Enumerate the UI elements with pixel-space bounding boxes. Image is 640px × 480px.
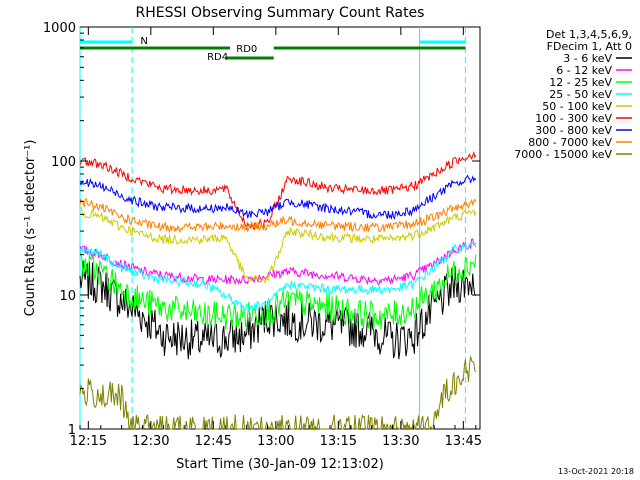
- x-tick-label: 12:30: [132, 434, 169, 449]
- legend-label: 7000 - 15000 keV: [514, 148, 612, 161]
- chart-title: RHESSI Observing Summary Count Rates: [136, 5, 425, 21]
- y-tick-label: 10: [59, 289, 76, 304]
- y-tick-label: 1: [68, 423, 76, 438]
- timestamp: 13-Oct-2021 20:18: [558, 467, 634, 476]
- annotation-label-rd0: RD0: [236, 44, 257, 55]
- x-axis-label: Start Time (30-Jan-09 12:13:02): [176, 457, 384, 472]
- y-tick-label: 100: [51, 155, 76, 170]
- legend-label: 6 - 12 keV: [556, 64, 612, 77]
- axes-layer: 12:15 12:30 12:45 13:00 13:15 13:30 13:45 1 10 10…: [43, 21, 482, 449]
- legend-label: 100 - 300 keV: [535, 112, 612, 125]
- legend: Det 1,3,4,5,6,9,FDecim 1, Att 03 - 6 keV…: [514, 28, 632, 161]
- legend-label: 25 - 50 keV: [549, 88, 612, 101]
- legend-label: 300 - 800 keV: [535, 124, 612, 137]
- series-line-4: [79, 206, 477, 284]
- y-tick-label: 1000: [43, 21, 76, 36]
- series-line-8: [79, 356, 477, 431]
- y-axis-label: Count Rate (s⁻¹ detector⁻¹): [23, 140, 38, 317]
- x-tick-label: 12:45: [195, 434, 232, 449]
- series-line-1: [79, 238, 477, 286]
- annotation-label-n: N: [140, 36, 147, 47]
- legend-header: Det 1,3,4,5,6,9,: [546, 28, 632, 41]
- legend-label: 800 - 7000 keV: [528, 136, 612, 149]
- series-line-0: [79, 260, 477, 360]
- x-tick-label: 13:00: [257, 434, 294, 449]
- x-tick-label: 13:30: [382, 434, 419, 449]
- series-line-7: [79, 198, 477, 234]
- series-line-2: [79, 251, 477, 330]
- x-tick-label: 12:15: [70, 434, 107, 449]
- series-line-6: [79, 174, 477, 221]
- series-line-5: [79, 150, 477, 231]
- legend-label: 12 - 25 keV: [549, 76, 612, 89]
- series-layer: [79, 150, 477, 431]
- legend-label: 50 - 100 keV: [542, 100, 612, 113]
- annotation-label-rd4: RD4: [207, 52, 228, 63]
- series-line-3: [79, 242, 477, 314]
- legend-label: 3 - 6 keV: [563, 52, 612, 65]
- x-tick-label: 13:45: [445, 434, 482, 449]
- x-tick-label: 13:15: [320, 434, 357, 449]
- legend-header: FDecim 1, Att 0: [547, 40, 632, 53]
